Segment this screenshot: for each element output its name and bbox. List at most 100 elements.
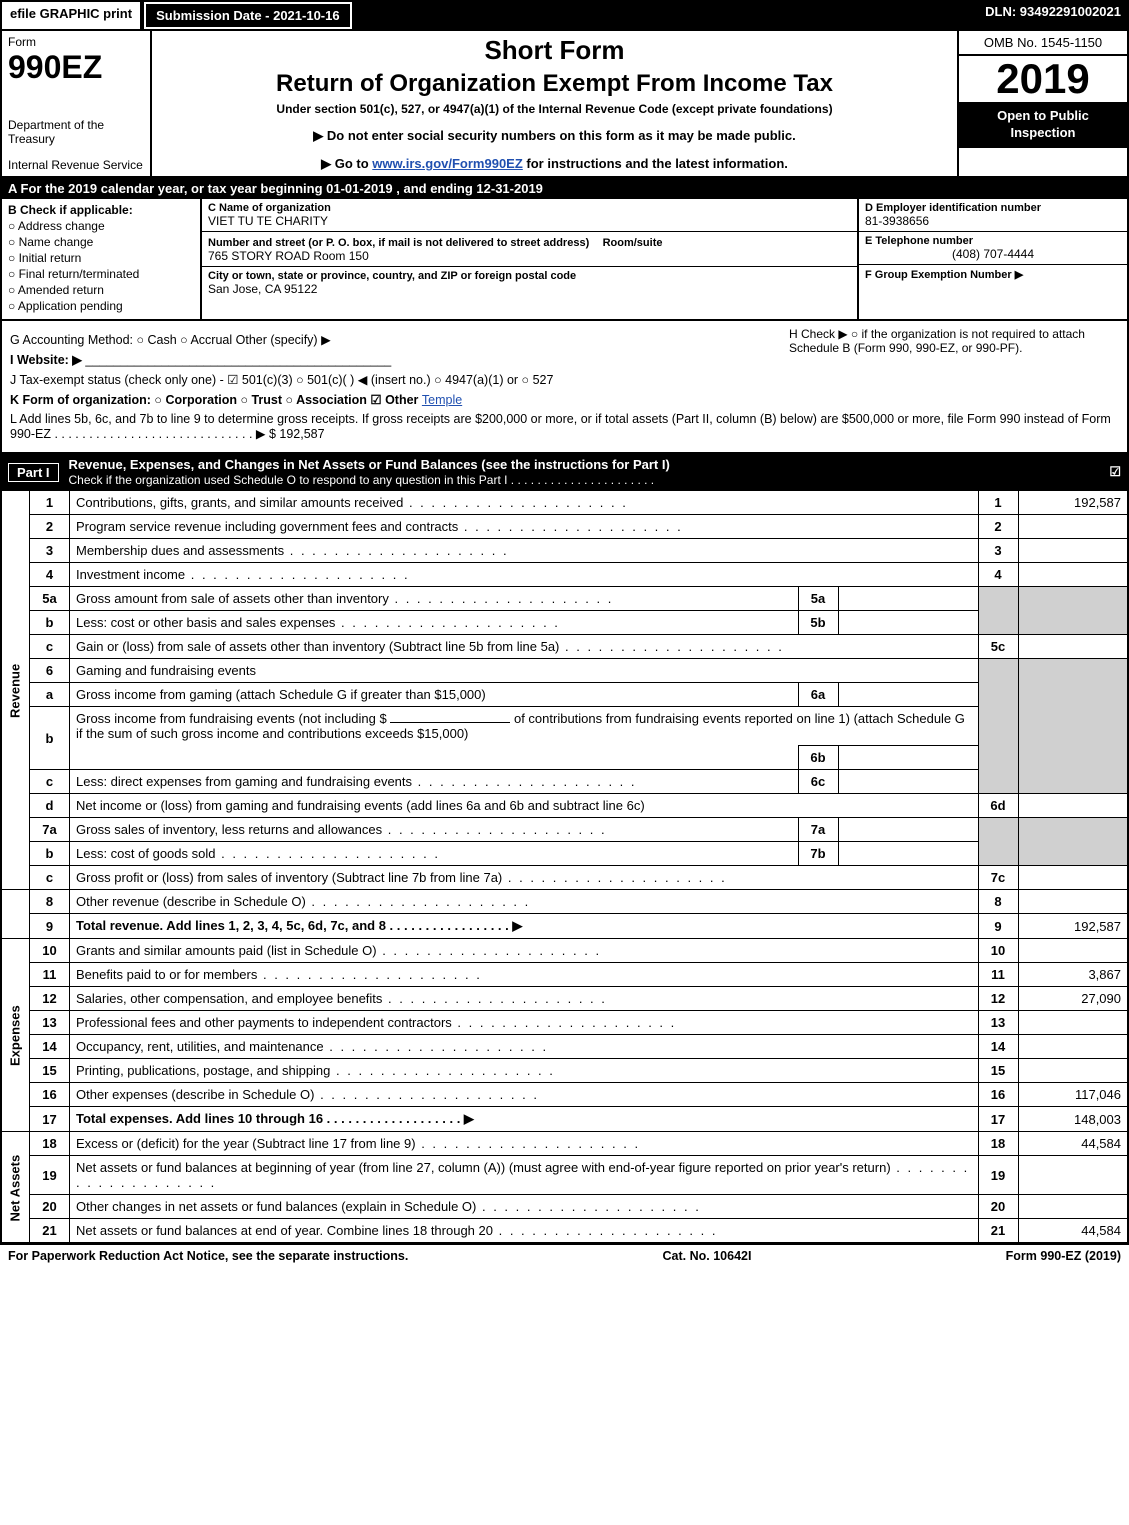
chk-application-pending[interactable]: ○ Application pending <box>8 299 194 313</box>
line-8: 8 Other revenue (describe in Schedule O)… <box>1 890 1128 914</box>
org-city-row: City or town, state or province, country… <box>202 267 857 299</box>
room-label: Room/suite <box>603 237 663 249</box>
part1-title: Revenue, Expenses, and Changes in Net As… <box>69 457 1110 487</box>
spacer <box>354 0 978 31</box>
tax-year: 2019 <box>959 56 1127 102</box>
form-subtitle: Under section 501(c), 527, or 4947(a)(1)… <box>160 102 949 116</box>
efile-label: efile GRAPHIC print <box>0 0 142 31</box>
form-title: Return of Organization Exempt From Incom… <box>160 70 949 98</box>
header-center: Short Form Return of Organization Exempt… <box>152 31 957 176</box>
phone-label: E Telephone number <box>865 235 1121 247</box>
header-right: OMB No. 1545-1150 2019 Open to Public In… <box>957 31 1127 176</box>
org-name-label: C Name of organization <box>208 202 851 214</box>
short-form-title: Short Form <box>160 35 949 66</box>
l1-desc: Contributions, gifts, grants, and simila… <box>70 491 979 515</box>
street-label: Number and street (or P. O. box, if mail… <box>208 237 589 249</box>
section-j: J Tax-exempt status (check only one) - ☑… <box>10 372 1119 387</box>
line-6b: b Gross income from fundraising events (… <box>1 707 1128 746</box>
section-b: B Check if applicable: ○ Address change … <box>2 199 202 319</box>
omb-number: OMB No. 1545-1150 <box>959 31 1127 56</box>
line-11: 11 Benefits paid to or for members 11 3,… <box>1 963 1128 987</box>
meta-block: H Check ▶ ○ if the organization is not r… <box>0 321 1129 454</box>
line-6c: c Less: direct expenses from gaming and … <box>1 770 1128 794</box>
goto-post: for instructions and the latest informat… <box>523 156 788 171</box>
line-2: 2 Program service revenue including gove… <box>1 515 1128 539</box>
phone-row: E Telephone number (408) 707-4444 <box>859 232 1127 265</box>
footer-left: For Paperwork Reduction Act Notice, see … <box>8 1249 408 1263</box>
dept-treasury: Department of the Treasury <box>8 118 144 146</box>
phone-value: (408) 707-4444 <box>865 247 1121 261</box>
revenue-label: Revenue <box>1 491 30 890</box>
top-bar: efile GRAPHIC print Submission Date - 20… <box>0 0 1129 31</box>
line-7c: c Gross profit or (loss) from sales of i… <box>1 866 1128 890</box>
city-label: City or town, state or province, country… <box>208 270 851 282</box>
section-l: L Add lines 5b, 6c, and 7b to line 9 to … <box>10 412 1119 441</box>
section-def: D Employer identification number 81-3938… <box>857 199 1127 319</box>
footer-right: Form 990-EZ (2019) <box>1006 1249 1121 1263</box>
line-16: 16 Other expenses (describe in Schedule … <box>1 1083 1128 1107</box>
ein-value: 81-3938656 <box>865 214 1121 228</box>
arrow-ssn: ▶ Do not enter social security numbers o… <box>160 128 949 144</box>
line-7b: b Less: cost of goods sold 7b <box>1 842 1128 866</box>
footer: For Paperwork Reduction Act Notice, see … <box>0 1244 1129 1267</box>
chk-final-return[interactable]: ○ Final return/terminated <box>8 267 194 281</box>
line-20: 20 Other changes in net assets or fund b… <box>1 1195 1128 1219</box>
form-header: Form 990EZ Department of the Treasury In… <box>0 31 1129 178</box>
line-9: 9 Total revenue. Add lines 1, 2, 3, 4, 5… <box>1 914 1128 939</box>
section-b-header: B Check if applicable: <box>8 203 133 217</box>
section-h: H Check ▶ ○ if the organization is not r… <box>789 327 1119 355</box>
temple-link[interactable]: Temple <box>422 393 462 407</box>
line-15: 15 Printing, publications, postage, and … <box>1 1059 1128 1083</box>
ein-label: D Employer identification number <box>865 202 1121 214</box>
line-10: Expenses 10 Grants and similar amounts p… <box>1 939 1128 963</box>
line-7a: 7a Gross sales of inventory, less return… <box>1 818 1128 842</box>
group-label: F Group Exemption Number ▶ <box>865 268 1121 281</box>
irs-link[interactable]: www.irs.gov/Form990EZ <box>372 156 523 171</box>
lines-table: Revenue 1 Contributions, gifts, grants, … <box>0 490 1129 1244</box>
group-row: F Group Exemption Number ▶ <box>859 265 1127 284</box>
chk-amended-return[interactable]: ○ Amended return <box>8 283 194 297</box>
line-17: 17 Total expenses. Add lines 10 through … <box>1 1107 1128 1132</box>
chk-initial-return[interactable]: ○ Initial return <box>8 251 194 265</box>
section-c: C Name of organization VIET TU TE CHARIT… <box>202 199 857 319</box>
part1-subcheck: Check if the organization used Schedule … <box>69 473 655 487</box>
chk-address-change[interactable]: ○ Address change <box>8 219 194 233</box>
ein-row: D Employer identification number 81-3938… <box>859 199 1127 232</box>
tax-period: A For the 2019 calendar year, or tax yea… <box>0 178 1129 199</box>
org-name: VIET TU TE CHARITY <box>208 214 851 228</box>
part1-label: Part I <box>8 463 59 482</box>
goto-pre: ▶ Go to <box>321 156 372 171</box>
netassets-label: Net Assets <box>1 1132 30 1244</box>
org-info-block: B Check if applicable: ○ Address change … <box>0 199 1129 321</box>
line-12: 12 Salaries, other compensation, and emp… <box>1 987 1128 1011</box>
org-street-row: Number and street (or P. O. box, if mail… <box>202 232 857 267</box>
submission-date: Submission Date - 2021-10-16 <box>144 2 352 29</box>
org-street: 765 STORY ROAD Room 150 <box>208 249 851 263</box>
l1-num: 1 <box>30 491 70 515</box>
chk-name-change[interactable]: ○ Name change <box>8 235 194 249</box>
section-k: K Form of organization: ○ Corporation ○ … <box>10 392 1119 407</box>
k-pre: K Form of organization: ○ Corporation ○ … <box>10 393 422 407</box>
line-4: 4 Investment income 4 <box>1 563 1128 587</box>
dln-label: DLN: 93492291002021 <box>977 0 1129 31</box>
line-1: Revenue 1 Contributions, gifts, grants, … <box>1 491 1128 515</box>
line-18: Net Assets 18 Excess or (deficit) for th… <box>1 1132 1128 1156</box>
line-5a: 5a Gross amount from sale of assets othe… <box>1 587 1128 611</box>
open-to-public: Open to Public Inspection <box>959 102 1127 148</box>
line-5c: c Gain or (loss) from sale of assets oth… <box>1 635 1128 659</box>
part1-header: Part I Revenue, Expenses, and Changes in… <box>0 454 1129 490</box>
expenses-label: Expenses <box>1 939 30 1132</box>
part1-checkmark: ☑ <box>1109 464 1121 480</box>
line-6d: d Net income or (loss) from gaming and f… <box>1 794 1128 818</box>
org-name-row: C Name of organization VIET TU TE CHARIT… <box>202 199 857 232</box>
footer-center: Cat. No. 10642I <box>663 1249 752 1263</box>
dept-irs: Internal Revenue Service <box>8 158 144 172</box>
line-3: 3 Membership dues and assessments 3 <box>1 539 1128 563</box>
line-5b: b Less: cost or other basis and sales ex… <box>1 611 1128 635</box>
line-13: 13 Professional fees and other payments … <box>1 1011 1128 1035</box>
line-21: 21 Net assets or fund balances at end of… <box>1 1219 1128 1244</box>
line-14: 14 Occupancy, rent, utilities, and maint… <box>1 1035 1128 1059</box>
l1-rnum: 1 <box>978 491 1018 515</box>
line-6a: a Gross income from gaming (attach Sched… <box>1 683 1128 707</box>
arrow-goto: ▶ Go to www.irs.gov/Form990EZ for instru… <box>160 156 949 172</box>
